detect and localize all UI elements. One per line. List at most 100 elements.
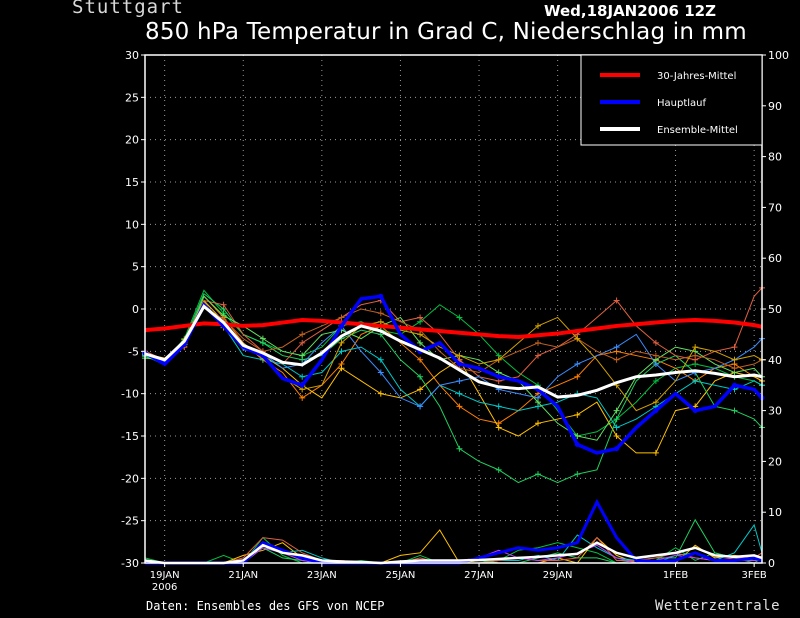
member-marker [456, 314, 463, 321]
member-marker [417, 339, 424, 346]
member-marker [495, 424, 502, 431]
member-marker [613, 416, 620, 423]
member-marker [652, 449, 659, 456]
member-marker [652, 339, 659, 346]
member-marker [574, 411, 581, 418]
y-left-tick-label: -25 [121, 515, 139, 528]
main-run-marker [574, 441, 580, 447]
member-marker [456, 352, 463, 359]
member-marker [417, 403, 424, 410]
data-source: Daten: Ensembles des GFS von NCEP [146, 599, 385, 613]
y-right-tick-label: 10 [768, 506, 782, 519]
y-left-tick-label: -20 [121, 472, 139, 485]
y-left-tick-label: 25 [125, 91, 139, 104]
member-marker [456, 390, 463, 397]
member-marker [574, 471, 581, 478]
member-marker [613, 356, 620, 363]
y-left-tick-label: 0 [132, 303, 139, 316]
member-marker [456, 445, 463, 452]
y-left-tick-label: 10 [125, 218, 139, 231]
y-left-tick-label: 20 [125, 134, 139, 147]
main-run-marker [653, 408, 659, 414]
chart-title: 850 hPa Temperatur in Grad C, Niederschl… [145, 19, 747, 45]
member-marker [731, 407, 738, 414]
member-marker [731, 365, 738, 372]
y-right-tick-label: 0 [768, 557, 775, 570]
member-marker [456, 377, 463, 384]
y-right-tick-label: 90 [768, 100, 782, 113]
y-left-tick-label: -5 [128, 345, 139, 358]
y-right-tick-label: 70 [768, 201, 782, 214]
y-right-tick-label: 30 [768, 405, 782, 418]
y-left-tick-label: 5 [132, 261, 139, 274]
member-marker [574, 373, 581, 380]
member-marker [534, 399, 541, 406]
member-marker [534, 471, 541, 478]
member-marker [574, 433, 581, 439]
member-marker [692, 377, 699, 384]
x-tick-label: 3FEB [741, 570, 766, 581]
main-run-marker [378, 293, 384, 299]
member-marker [613, 433, 620, 439]
y-right-tick-label: 50 [768, 303, 782, 316]
member-marker [534, 339, 541, 346]
member-marker [299, 331, 306, 338]
x-tick-label: 29JAN [543, 570, 573, 581]
member-marker [377, 356, 384, 363]
member-marker [377, 318, 384, 325]
precipitation-series [144, 498, 763, 565]
legend-label-3: Ensemble-Mittel [657, 125, 738, 136]
y-right-tick-label: 40 [768, 354, 782, 367]
member-marker [338, 314, 345, 321]
member-marker [692, 344, 699, 351]
location-label: Stuttgart [72, 0, 184, 18]
member-marker [417, 356, 424, 363]
member-marker [417, 314, 424, 321]
member-marker [338, 365, 345, 372]
y-right-tick-label: 60 [768, 252, 782, 265]
member-marker [299, 373, 306, 380]
x-tick-label: 27JAN [464, 570, 494, 581]
member-marker [377, 310, 384, 317]
member-marker [692, 352, 699, 359]
precip-member-line-5 [145, 536, 763, 564]
member-marker [613, 407, 620, 414]
y-right-tick-label: 100 [768, 49, 789, 62]
member-marker [613, 424, 620, 431]
member-marker [338, 348, 345, 355]
y-left-tick-label: 15 [125, 176, 139, 189]
member-marker [534, 420, 541, 427]
main-run-marker [496, 374, 502, 380]
legend: 30-Jahres-Mittel Hauptlauf Ensemble-Mittel [580, 54, 763, 146]
member-marker [220, 301, 227, 308]
member-marker [495, 356, 502, 363]
run-datetime: Wed,18JAN2006 12Z [544, 2, 716, 20]
member-marker [613, 344, 620, 351]
main-run-marker [692, 408, 698, 414]
member-marker [534, 322, 541, 329]
ensemble-mean-line [144, 304, 763, 399]
member-marker [652, 352, 659, 359]
member-marker [377, 369, 384, 376]
main-run-marker [338, 323, 344, 329]
precip-ensemble-mean-line [144, 541, 763, 565]
legend-label-2: Hauptlauf [657, 98, 706, 109]
x-tick-label: 19JAN [150, 570, 180, 581]
x-tick-label: 23JAN [307, 570, 337, 581]
member-marker [259, 335, 266, 342]
member-marker [299, 394, 306, 401]
axes: 302520151050-5-10-15-20-25-3010090807060… [121, 49, 789, 593]
y-left-tick-label: -30 [121, 557, 139, 570]
main-run-marker [731, 382, 737, 388]
member-marker [731, 344, 738, 351]
brand-label: Wetterzentrale [655, 598, 781, 614]
x-tick-label-year: 2006 [152, 582, 177, 593]
x-tick-label: 21JAN [228, 570, 258, 581]
member-marker [731, 356, 738, 363]
member-marker [377, 390, 384, 397]
main-run-marker [614, 446, 620, 452]
y-left-tick-label: 30 [125, 49, 139, 62]
y-left-tick-label: -15 [121, 430, 139, 443]
member-marker [299, 339, 306, 346]
